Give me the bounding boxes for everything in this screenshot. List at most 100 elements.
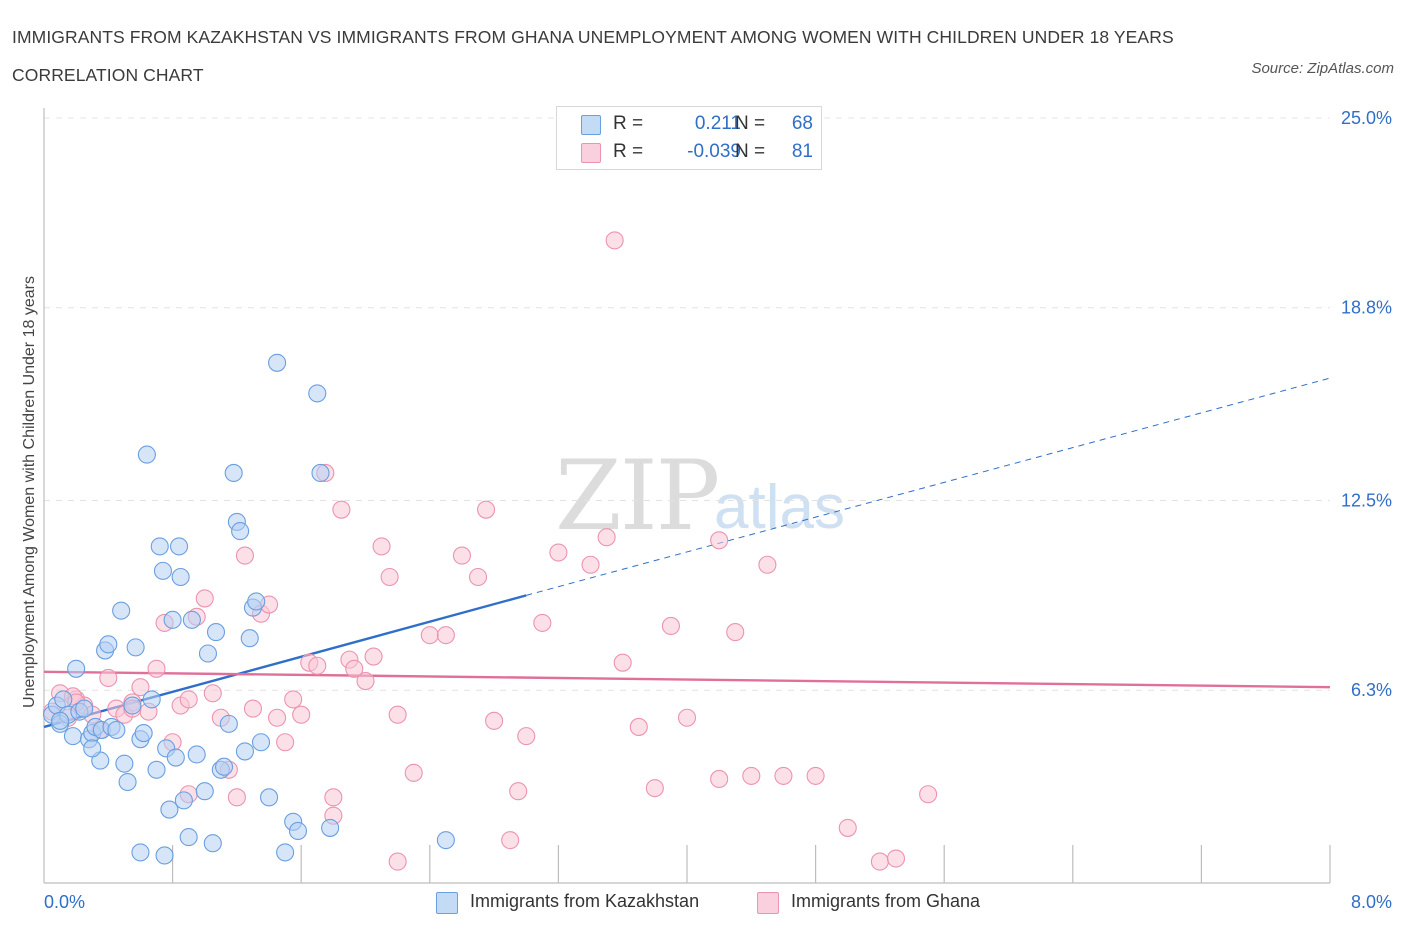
ghana-point	[324, 788, 343, 807]
kazakhstan-point	[54, 690, 73, 709]
ghana-point	[364, 647, 383, 666]
legend-n-label: N =	[735, 141, 766, 162]
bottom-legend-label-kazakhstan: Immigrants from Kazakhstan	[470, 891, 700, 911]
kazakhstan-point	[182, 610, 201, 629]
y-tick-label: 6.3%	[1351, 680, 1392, 700]
ghana-point	[533, 613, 552, 632]
kazakhstan-point	[99, 635, 118, 654]
x-tick-label: 0.0%	[44, 892, 85, 912]
bottom-legend-label-ghana: Immigrants from Ghana	[791, 891, 981, 911]
ghana-point	[774, 766, 793, 785]
legend-swatch-ghana	[581, 143, 601, 163]
kazakhstan-point	[247, 592, 266, 611]
kazakhstan-point	[259, 788, 279, 807]
legend-n-value: 81	[791, 141, 813, 162]
ghana-point	[661, 616, 680, 636]
bottom-legend-swatch-ghana	[757, 892, 779, 914]
kazakhstan-point	[166, 748, 185, 767]
kazakhstan-point	[112, 601, 131, 620]
ghana-point	[468, 567, 488, 587]
kazakhstan-point	[187, 745, 206, 764]
kazakhstan-point	[436, 831, 455, 850]
ghana-point	[477, 500, 496, 519]
kazakhstan-point	[107, 720, 126, 740]
ghana-point	[388, 705, 407, 724]
kazakhstan-point	[137, 445, 156, 464]
kazakhstan-point	[276, 843, 295, 862]
kazakhstan-point	[311, 463, 330, 483]
kazakhstan-point	[126, 638, 145, 657]
ghana-point	[597, 528, 616, 547]
legend-n-value: 68	[791, 113, 813, 134]
ghana-point	[292, 705, 311, 724]
y-tick-label: 25.0%	[1341, 108, 1392, 128]
kazakhstan-point	[251, 733, 271, 752]
legend-r-label: R =	[613, 141, 644, 162]
ghana-point	[372, 537, 391, 556]
ghana-point	[806, 766, 825, 785]
ghana-point	[284, 690, 303, 709]
kazakhstan-point	[142, 690, 161, 709]
ghana-point	[613, 653, 632, 672]
ghana-point	[380, 567, 399, 587]
ghana-point	[605, 231, 624, 250]
kazakhstan-point	[131, 843, 150, 862]
ghana-point	[886, 849, 906, 868]
ghana-point	[509, 782, 528, 801]
ghana-point	[131, 678, 150, 697]
ghana-point	[485, 711, 504, 730]
ghana-point	[677, 708, 697, 727]
axes	[43, 108, 1331, 884]
legend-r-value: 0.211	[694, 113, 741, 134]
kazakhstan-point	[147, 760, 166, 779]
kazakhstan-point	[155, 846, 174, 865]
kazakhstan-point	[308, 384, 327, 403]
ghana-point	[549, 543, 568, 562]
ghana-point	[420, 626, 439, 645]
kazakhstan-points	[42, 353, 455, 865]
ghana-point	[203, 684, 222, 703]
ghana-point	[838, 818, 857, 837]
ghana-point	[308, 656, 327, 675]
kazakhstan-point	[214, 757, 234, 776]
ghana-point	[436, 626, 455, 645]
tick-labels: 6.3% 12.5% 18.8% 25.0% 0.0% 8.0%	[44, 108, 1392, 912]
kazakhstan-point	[198, 644, 218, 663]
ghana-point	[919, 785, 938, 804]
bottom-legend-swatch-kazakhstan	[436, 892, 458, 914]
kazakhstan-point	[288, 821, 308, 841]
kazakhstan-point	[115, 754, 134, 773]
ghana-point	[645, 779, 664, 798]
legend-swatch-kazakhstan	[581, 115, 601, 135]
ghana-point	[268, 708, 287, 727]
ghana-point	[195, 589, 214, 608]
correlation-legend: R = 0.211 N = 68 R = -0.039 N = 81	[556, 106, 822, 170]
kazakhstan-point	[63, 727, 82, 746]
kazakhstan-point	[163, 610, 182, 629]
kazakhstan-point	[83, 739, 102, 758]
kazakhstan-point	[203, 834, 222, 853]
ghana-point	[517, 727, 536, 746]
ghana-points	[42, 231, 938, 871]
ghana-point	[235, 546, 254, 565]
ghana-point	[452, 546, 472, 565]
ghana-point	[243, 699, 263, 718]
kazakhstan-point	[153, 561, 173, 580]
y-tick-label: 12.5%	[1341, 491, 1392, 511]
legend-r-label: R =	[613, 113, 644, 134]
ghana-point	[726, 623, 745, 642]
legend-r-value: -0.039	[687, 141, 741, 162]
grid-lines	[44, 117, 1330, 691]
kazakhstan-point	[268, 353, 287, 372]
ghana-point	[404, 763, 423, 782]
ghana-point	[758, 555, 777, 574]
ghana-point	[332, 500, 351, 519]
kazakhstan-point	[174, 791, 193, 810]
chart-title: IMMIGRANTS FROM KAZAKHSTAN VS IMMIGRANTS…	[12, 27, 1174, 85]
y-tick-label: 18.8%	[1341, 298, 1392, 318]
kazakhstan-point	[321, 818, 340, 837]
ghana-point	[581, 555, 600, 574]
kazakhstan-point	[123, 696, 142, 715]
kazakhstan-point	[224, 463, 243, 483]
kazakhstan-point	[160, 800, 179, 819]
